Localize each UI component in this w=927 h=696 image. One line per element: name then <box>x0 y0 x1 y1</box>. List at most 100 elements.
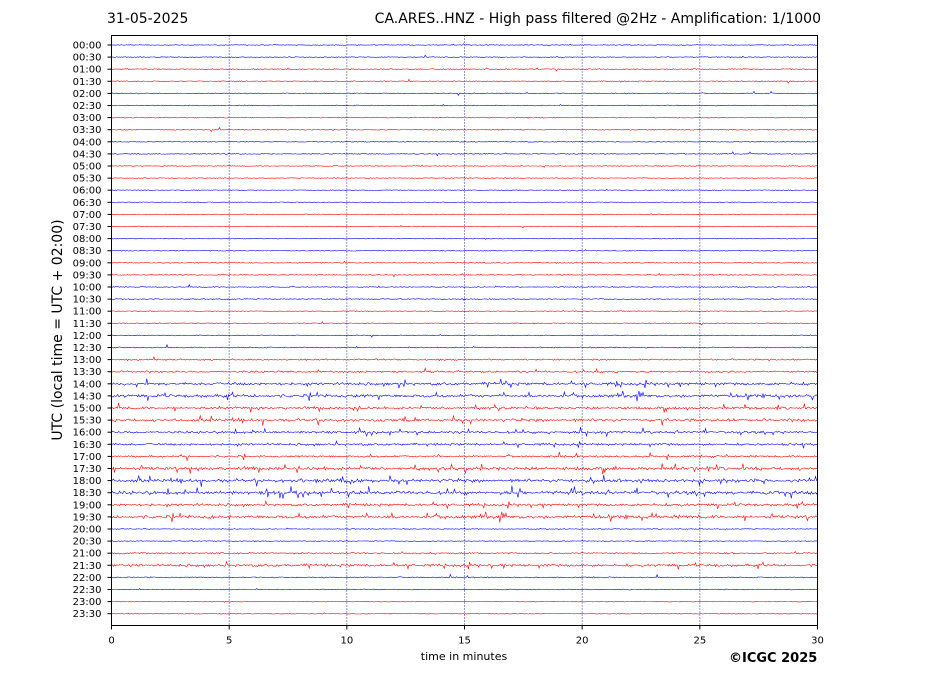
trace-line <box>111 54 818 58</box>
seismic-traces <box>111 43 818 615</box>
trace-line <box>111 600 818 603</box>
y-tick-label: 09:30 <box>73 270 102 281</box>
trace-line <box>111 78 818 84</box>
trace-line <box>111 612 818 615</box>
trace-line <box>111 151 818 157</box>
x-tick-label: 25 <box>693 636 706 647</box>
y-tick-label: 15:30 <box>73 416 102 427</box>
y-tick-label: 15:00 <box>73 404 102 415</box>
y-tick-label: 00:00 <box>73 41 102 52</box>
y-tick-label: 11:00 <box>73 307 102 318</box>
trace-line <box>111 573 818 579</box>
trace-line <box>111 272 818 278</box>
trace-line <box>111 249 818 252</box>
trace-line <box>111 588 818 591</box>
x-tick-label: 20 <box>576 636 589 647</box>
trace-line <box>111 43 818 46</box>
trace-line <box>111 213 818 216</box>
trace-line <box>111 511 818 523</box>
y-tick-label: 03:30 <box>73 125 102 136</box>
trace-line <box>111 320 818 326</box>
y-tick-label: 16:00 <box>73 428 102 439</box>
trace-line <box>111 551 818 555</box>
y-tick-label: 03:00 <box>73 113 102 124</box>
y-tick-label: 06:30 <box>73 198 102 209</box>
trace-line <box>111 485 818 499</box>
y-tick-label: 01:30 <box>73 77 102 88</box>
trace-line <box>111 177 818 180</box>
trace-line <box>111 540 818 543</box>
y-tick-label: 11:30 <box>73 319 102 330</box>
trace-line <box>111 402 818 413</box>
y-tick-label: 20:00 <box>73 525 102 536</box>
trace-line <box>111 333 818 338</box>
trace-line <box>111 67 818 72</box>
trace-line <box>111 427 818 438</box>
y-tick-label: 12:30 <box>73 343 102 354</box>
x-tick-label: 15 <box>458 636 471 647</box>
chart-title: CA.ARES..HNZ - High pass filtered @2Hz -… <box>374 11 821 27</box>
y-tick-label: 17:30 <box>73 464 102 475</box>
copyright-label: ©ICGC 2025 <box>729 651 818 666</box>
trace-line <box>111 116 818 119</box>
y-tick-label: 06:00 <box>73 186 102 197</box>
y-tick-label: 13:30 <box>73 367 102 378</box>
y-tick-label: 05:30 <box>73 174 102 185</box>
y-tick-label: 18:00 <box>73 476 102 487</box>
y-tick-label: 02:30 <box>73 101 102 112</box>
trace-line <box>111 201 818 204</box>
y-tick-label: 14:00 <box>73 379 102 390</box>
y-tick-label: 21:30 <box>73 561 102 572</box>
x-axis-ticks: 0 5 10 15 20 25 30 <box>108 625 824 647</box>
trace-line <box>111 475 818 487</box>
x-tick-label: 0 <box>108 636 114 647</box>
trace-line <box>111 283 818 288</box>
y-tick-label: 17:00 <box>73 452 102 463</box>
trace-line <box>111 343 818 349</box>
trace-line <box>111 356 818 362</box>
y-tick-label: 04:30 <box>73 149 102 160</box>
y-tick-label: 14:30 <box>73 391 102 402</box>
trace-line <box>111 225 818 229</box>
y-tick-label: 10:00 <box>73 283 102 294</box>
y-tick-label: 01:00 <box>73 65 102 76</box>
trace-line <box>111 141 818 143</box>
y-tick-label: 07:00 <box>73 210 102 221</box>
trace-line <box>111 309 818 312</box>
y-axis-ticks: 00:0000:3001:0001:3002:0002:3003:0003:30… <box>73 41 112 620</box>
trace-line <box>111 164 818 168</box>
y-tick-label: 12:00 <box>73 331 102 342</box>
trace-line <box>111 298 818 301</box>
trace-line <box>111 90 818 96</box>
trace-line <box>111 463 818 475</box>
trace-line <box>111 237 818 240</box>
date-label: 31-05-2025 <box>107 11 189 27</box>
x-tick-label: 5 <box>226 636 232 647</box>
time-gridlines <box>228 35 701 626</box>
trace-line <box>111 527 818 530</box>
y-tick-label: 08:30 <box>73 246 102 257</box>
trace-line <box>111 260 818 264</box>
trace-line <box>111 188 818 191</box>
trace-line <box>111 126 818 133</box>
y-axis-label: UTC (local time = UTC + 02:00) <box>50 219 66 441</box>
trace-line <box>111 367 818 374</box>
y-tick-label: 02:00 <box>73 89 102 100</box>
trace-line <box>111 414 818 426</box>
y-tick-label: 08:00 <box>73 234 102 245</box>
y-tick-label: 19:30 <box>73 512 102 523</box>
trace-line <box>111 378 818 389</box>
y-tick-label: 10:30 <box>73 295 102 306</box>
y-tick-label: 07:30 <box>73 222 102 233</box>
y-tick-label: 22:30 <box>73 585 102 596</box>
y-tick-label: 23:30 <box>73 609 102 620</box>
trace-line <box>111 560 818 570</box>
x-tick-label: 30 <box>811 636 824 647</box>
y-tick-label: 19:00 <box>73 500 102 511</box>
trace-line <box>111 451 818 462</box>
trace-line <box>111 390 818 402</box>
y-tick-label: 04:00 <box>73 137 102 148</box>
y-tick-label: 05:00 <box>73 162 102 173</box>
trace-line <box>111 440 818 449</box>
